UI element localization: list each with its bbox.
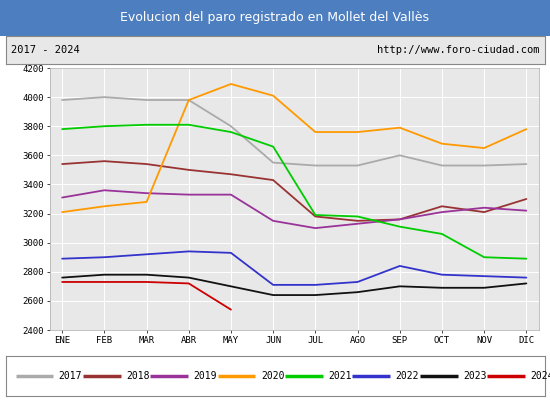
Text: Evolucion del paro registrado en Mollet del Vallès: Evolucion del paro registrado en Mollet …: [120, 12, 430, 24]
Text: 2021: 2021: [328, 371, 352, 381]
Text: 2019: 2019: [194, 371, 217, 381]
Text: 2017 - 2024: 2017 - 2024: [11, 45, 80, 55]
Text: 2018: 2018: [126, 371, 150, 381]
Text: 2023: 2023: [463, 371, 487, 381]
Text: 2017: 2017: [59, 371, 82, 381]
Text: 2024: 2024: [530, 371, 550, 381]
Text: http://www.foro-ciudad.com: http://www.foro-ciudad.com: [377, 45, 539, 55]
Text: 2022: 2022: [395, 371, 419, 381]
Text: 2020: 2020: [261, 371, 284, 381]
